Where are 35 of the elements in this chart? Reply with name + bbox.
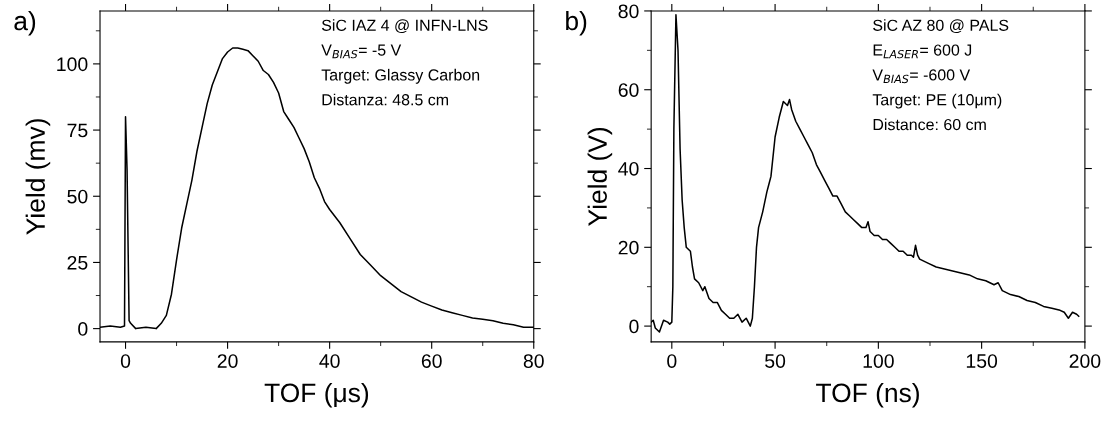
x-tick-label: 100 xyxy=(863,354,894,368)
x-tick-label: 60 xyxy=(421,354,442,368)
y-tick-label: 0 xyxy=(78,322,88,336)
annotation: Target: PE (10μm) xyxy=(872,93,1002,109)
annotation: SiC IAZ 4 @ INFN-LNS xyxy=(321,19,488,33)
annotation: Target: Glassy Carbon xyxy=(321,68,480,84)
y-tick-label: 50 xyxy=(67,189,88,204)
y-tick-label: 60 xyxy=(618,83,639,97)
y-axis-title: Yield (V) xyxy=(587,127,613,226)
x-axis-title: TOF (μs) xyxy=(264,382,369,408)
y-tick-label: 40 xyxy=(618,161,639,176)
chart-title: b) xyxy=(566,10,587,36)
y-axis-title: Yield (mv) xyxy=(25,119,51,235)
x-tick-label: 50 xyxy=(765,354,786,368)
annotation: V$_{BIAS}$= -600 V xyxy=(872,69,971,84)
annotation: SiC AZ 80 @ PALS xyxy=(873,19,1009,33)
y-tick-label: 100 xyxy=(57,57,88,72)
annotation: E$_{LASER}$= 600 J xyxy=(873,44,972,59)
x-tick-label: 40 xyxy=(319,354,340,368)
y-tick-label: 20 xyxy=(618,240,639,255)
y-tick-label: 75 xyxy=(67,123,88,138)
x-tick-label: 0 xyxy=(120,354,131,368)
x-axis-title: TOF (ns) xyxy=(816,382,919,408)
x-tick-label: 150 xyxy=(966,354,998,368)
y-tick-label: 25 xyxy=(67,255,88,270)
chart-title: a) xyxy=(14,10,36,36)
x-tick-label: 80 xyxy=(523,354,544,368)
x-tick-label: 20 xyxy=(217,354,238,368)
annotation: V$_{BIAS}$= -5 V xyxy=(321,44,402,59)
x-tick-label: 0 xyxy=(667,354,677,368)
annotation: Distance: 60 cm xyxy=(873,118,986,131)
x-tick-label: 200 xyxy=(1069,354,1101,368)
annotation: Distanza: 48.5 cm xyxy=(322,93,448,106)
y-tick-label: 0 xyxy=(629,319,639,334)
y-tick-label: 80 xyxy=(618,4,639,19)
